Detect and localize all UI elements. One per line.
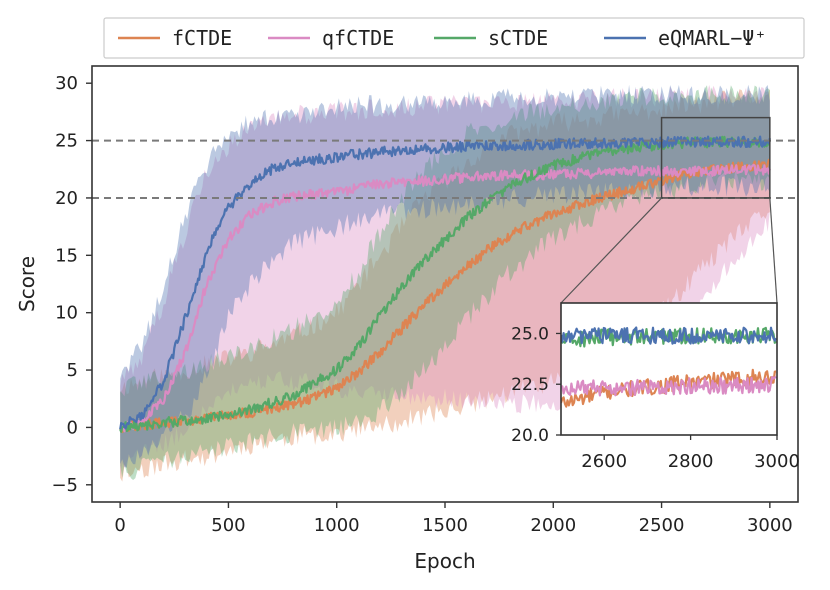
zoom-connector [560, 197, 662, 304]
legend-item-eqmarl: eQMARL−Ψ⁺ [604, 26, 766, 50]
inset-x-tick-label: 3000 [754, 451, 800, 472]
x-tick-label: 3000 [747, 515, 793, 536]
legend-label: qfCTDE [322, 26, 394, 50]
inset-frame [560, 302, 778, 436]
legend: fCTDE qfCTDE sCTDE eQMARL−Ψ⁺ [103, 17, 805, 59]
inset-y-tick-label: 25.0 [511, 324, 549, 344]
x-tick-label: 0 [114, 515, 125, 536]
inset-plot-area [561, 303, 777, 435]
legend-item-qfctde: qfCTDE [268, 26, 394, 50]
y-tick-label: 30 [55, 73, 78, 94]
y-tick-label: 0 [67, 417, 78, 438]
y-tick-label: 15 [55, 245, 78, 266]
legend-label: sCTDE [488, 26, 548, 50]
inset-x-tick-label: 2600 [581, 451, 627, 472]
inset-x-tick-label: 2800 [668, 451, 714, 472]
zoom-indicator [560, 116, 778, 304]
y-axis-title: Score [15, 256, 39, 312]
legend-item-fctde: fCTDE [118, 26, 232, 50]
y-tick-label: 25 [55, 131, 78, 152]
y-tick-label: 10 [55, 303, 78, 324]
y-tick-label: 5 [67, 360, 78, 381]
zoom-region-box [660, 116, 771, 199]
inset-line-qfctde [561, 375, 777, 397]
inset-line-eqmarl [561, 326, 777, 345]
inset-series-lines [561, 326, 777, 408]
x-axis-ticks: 0 500 1000 1500 2000 2500 3000 [114, 502, 793, 536]
y-axis-ticks: −5 0 5 10 15 20 25 30 [51, 73, 92, 496]
x-tick-label: 2500 [639, 515, 685, 536]
x-tick-label: 1500 [422, 515, 468, 536]
band-eqmarl [120, 84, 770, 468]
legend-item-sctde: sCTDE [434, 26, 548, 50]
legend-label: fCTDE [172, 26, 232, 50]
y-tick-label: −5 [51, 475, 78, 496]
y-tick-label: 20 [55, 188, 78, 209]
inset-x-axis-ticks: 2600 2800 3000 [581, 435, 800, 472]
inset-y-tick-label: 20.0 [511, 426, 549, 446]
zoom-connector [769, 197, 778, 304]
x-tick-label: 2000 [530, 515, 576, 536]
inset-y-tick-label: 22.5 [511, 375, 549, 395]
x-tick-label: 1000 [314, 515, 360, 536]
x-axis-title: Epoch [414, 549, 475, 573]
x-tick-label: 500 [211, 515, 245, 536]
inset-y-axis-ticks: 20.0 22.5 25.0 [511, 324, 561, 446]
legend-label: eQMARL−Ψ⁺ [658, 26, 766, 50]
